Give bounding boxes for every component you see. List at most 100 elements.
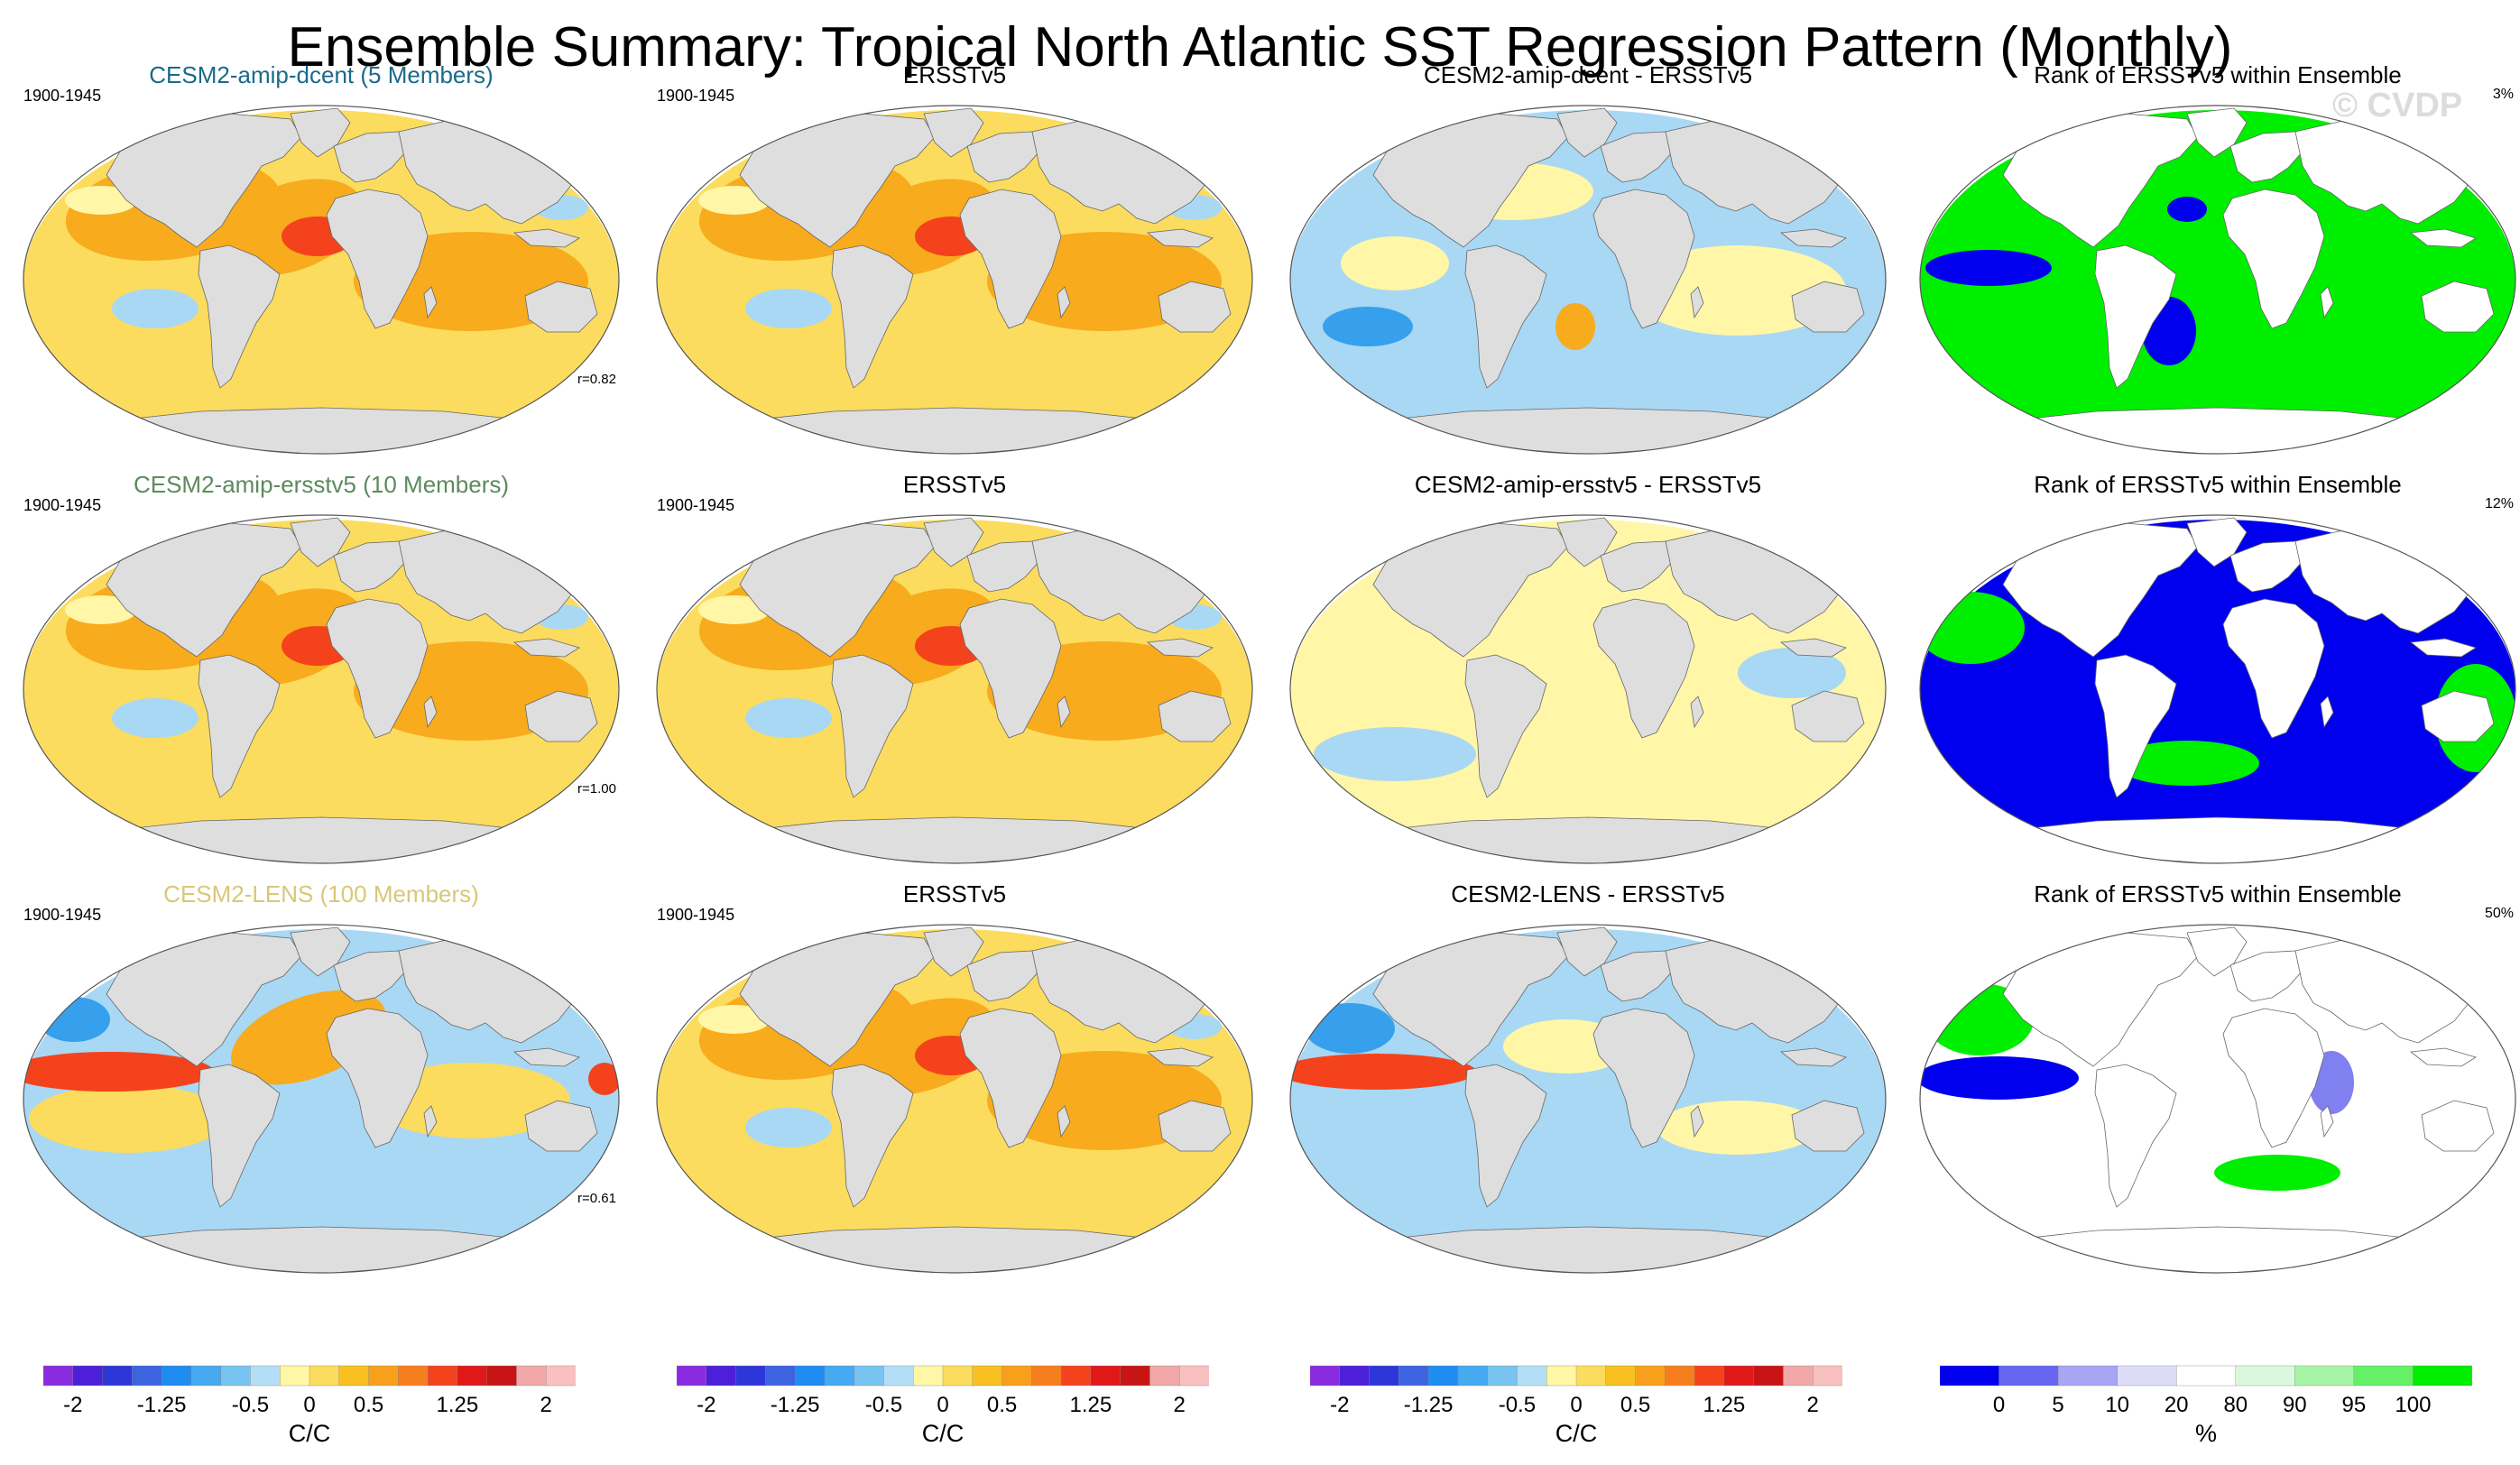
map-r3c3-land-9	[1791, 1100, 1865, 1152]
colorbar-1-tick-labels: -2 -1.25 -0.5 0 0.5 1.25 2	[43, 1393, 576, 1420]
colorbar-1-swatch-14	[427, 1365, 458, 1387]
map-r1c1-land-9	[524, 281, 598, 333]
rank-percent-r1: 3%	[2492, 87, 2514, 102]
map-r1c3-land-5	[1592, 189, 1695, 329]
panel-r1c2: ERSSTv5 1900-1945	[639, 14, 1270, 455]
map-r3c1-land-2	[290, 926, 351, 977]
colorbar-2-swatch-3	[735, 1365, 767, 1387]
colorbar-3-swatch-4	[1398, 1365, 1429, 1387]
map-r1c3-land-3	[1464, 244, 1547, 389]
panel-title-r1c3: CESM2-amip-dcent - ERSSTv5	[1423, 61, 1753, 88]
map-r3c4-s-ocean-high	[2214, 1155, 2340, 1191]
map-r3c4-field	[1920, 926, 2515, 1273]
map-r2c2	[656, 514, 1253, 864]
colorbar-4-swatch-4	[2117, 1365, 2177, 1387]
colorbar-2-swatch-5	[794, 1365, 826, 1387]
period-label-r3c1: 1900-1945	[23, 906, 102, 924]
map-r1c2-land-8	[1146, 228, 1214, 248]
colorbar-2-swatch-11	[972, 1365, 1003, 1387]
colorbar-1-swatch-17	[516, 1365, 547, 1387]
map-r3c3-land-8	[1779, 1047, 1847, 1067]
colorbar-1-tick: -0.5	[231, 1393, 270, 1417]
map-r2c3-land-4	[1600, 540, 1674, 593]
colorbar-1-swatch-15	[457, 1365, 488, 1387]
colorbar-2-tick: -0.5	[864, 1393, 903, 1417]
map-r1c4-pacific-low	[1925, 250, 2052, 286]
map-r2c2-land-3	[831, 654, 914, 798]
map-r1c2-land-6	[1057, 286, 1071, 319]
panel-r3c1: CESM2-LENS (100 Members) 1900-1945 r=0.61	[5, 834, 637, 1274]
map-r2c2-s-pacific-cold	[745, 698, 832, 738]
colorbar-2-swatches	[676, 1365, 1210, 1387]
period-label-r1c1: 1900-1945	[23, 87, 102, 105]
rank-percent-r3: 50%	[2484, 906, 2514, 921]
colorbar-4-swatch-9	[2413, 1365, 2473, 1387]
map-r2c2-land-8	[1146, 638, 1214, 658]
map-r3c2-field	[657, 926, 1252, 1273]
map-r3c1-land-6	[423, 1105, 438, 1138]
map-r3c3	[1289, 924, 1887, 1274]
colorbar-2-swatch-15	[1090, 1365, 1122, 1387]
colorbar-1-swatch-1	[42, 1365, 74, 1387]
map-r3c4-land-4	[2229, 950, 2303, 1002]
colorbar-3-swatch-10	[1575, 1365, 1607, 1387]
map-r3c2-land-4	[966, 950, 1040, 1002]
colorbar-3-unit: C/C	[1555, 1420, 1598, 1447]
map-r1c3-s-atlantic-warm	[1555, 303, 1595, 350]
map-r1c4-land-2	[2186, 107, 2248, 158]
colorbar-3-swatches	[1309, 1365, 1843, 1387]
map-r1c3-pacific-blue	[1323, 307, 1413, 346]
map-r3c1-n-pacific-blue	[38, 997, 110, 1042]
period-label-r1c2: 1900-1945	[657, 87, 735, 105]
panel-title-r3c3: CESM2-LENS - ERSSTv5	[1451, 880, 1725, 908]
map-r3c4-land-3	[2094, 1064, 2177, 1208]
panel-r1c4: Rank of ERSSTv5 within Ensemble 3%	[1902, 14, 2520, 455]
map-r3c2	[656, 924, 1253, 1274]
colorbar-3-swatch-8	[1517, 1365, 1547, 1387]
map-r3c1-land-3	[198, 1064, 281, 1208]
panel-title-r3c2: ERSSTv5	[902, 880, 1007, 908]
map-r1c1-land-6	[423, 286, 438, 319]
colorbar-4-swatch-6	[2235, 1365, 2296, 1387]
map-r3c2-border	[656, 924, 1253, 1274]
colorbar-4-swatch-2	[1998, 1365, 2059, 1387]
colorbar-2-swatch-7	[854, 1365, 885, 1387]
colorbar-4-tick: 90	[2282, 1393, 2307, 1417]
map-r3c3-n-pacific-blue	[1305, 1003, 1395, 1054]
map-r2c2-land-2	[923, 517, 984, 567]
colorbar-1-swatch-11	[338, 1365, 370, 1387]
map-r3c3-land-6	[1690, 1105, 1704, 1138]
map-r2c3-border	[1289, 514, 1887, 864]
map-r2c1-land-9	[524, 690, 598, 742]
colorbar-1-swatch-7	[220, 1365, 252, 1387]
colorbar-2-swatch-2	[706, 1365, 737, 1387]
colorbar-1-tick: -1.25	[136, 1393, 187, 1417]
map-r2c1-land-8	[512, 638, 580, 658]
map-r2c1-field	[23, 517, 619, 863]
map-r2c1-land-3	[198, 654, 281, 798]
map-r1c4-atlantic-low	[2167, 197, 2207, 222]
map-r2c4-pacific-high	[1920, 592, 2025, 664]
colorbar-3: -2 -1.25 -0.5 0 0.5 1.25 2 C/C	[1309, 1362, 1843, 1461]
map-r1c3-field	[1290, 107, 1886, 454]
map-r2c4-land-2	[2186, 517, 2248, 567]
map-r2c1-land-2	[290, 517, 351, 567]
pattern-correlation-r1: r=0.82	[577, 372, 616, 387]
map-r1c3-land-4	[1600, 131, 1674, 183]
map-r3c1-land-8	[512, 1047, 580, 1067]
colorbar-2-tick: 2	[1173, 1393, 1186, 1417]
colorbar-3-tick: -2	[1330, 1393, 1350, 1417]
panel-title-r1c4: Rank of ERSSTv5 within Ensemble	[2034, 61, 2402, 88]
map-r1c1-border	[23, 105, 620, 455]
map-r3c2-land-6	[1057, 1105, 1071, 1138]
panel-title-r3c4: Rank of ERSSTv5 within Ensemble	[2034, 880, 2402, 908]
colorbar-4-swatch-1	[1939, 1365, 2000, 1387]
map-r3c1-land-9	[524, 1100, 598, 1152]
map-r2c3	[1289, 514, 1887, 864]
colorbar-3-swatch-7	[1487, 1365, 1518, 1387]
map-r2c2-land-4	[966, 540, 1040, 593]
panel-r1c3: CESM2-amip-dcent - ERSSTv5	[1272, 14, 1904, 455]
map-r1c3-pacific-pale	[1341, 236, 1449, 290]
colorbar-3-swatch-9	[1546, 1365, 1577, 1387]
colorbar-4-unit: %	[2194, 1420, 2217, 1447]
